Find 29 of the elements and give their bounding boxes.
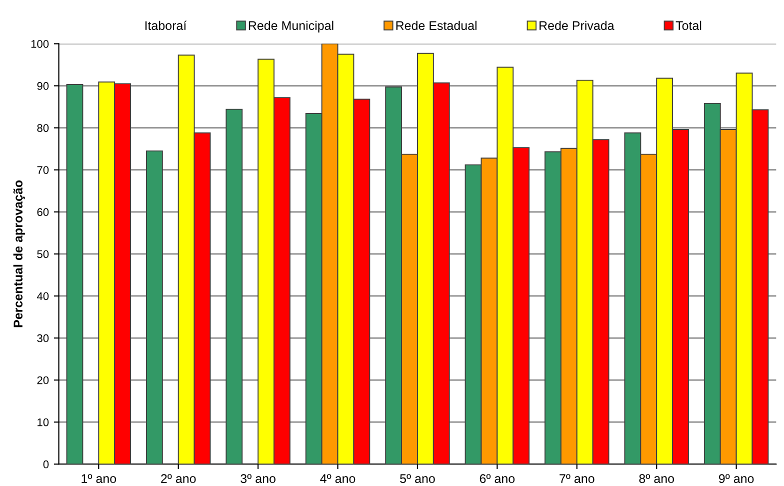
x-tick-label: 9º ano — [718, 474, 754, 484]
bar — [66, 84, 84, 464]
y-tick-label: 70 — [37, 166, 49, 174]
y-tick-label: 30 — [37, 334, 49, 342]
x-tick-label: 1º ano — [82, 474, 116, 484]
y-axis-title: Percentual de aprovação — [13, 180, 25, 328]
x-tick-label: 5º ano — [400, 474, 435, 484]
x-tick-label: 8º ano — [639, 474, 674, 484]
x-tick-label: 3º ano — [240, 474, 276, 484]
y-tick-label: 0 — [43, 460, 49, 468]
y-tick-label: 80 — [37, 124, 49, 132]
y-tick-label: 50 — [37, 250, 49, 258]
y-tick-label: 100 — [31, 40, 49, 48]
bar — [146, 150, 163, 464]
y-tick-label: 90 — [37, 82, 49, 90]
y-tick-label: 10 — [38, 418, 49, 426]
y-tick-label: 20 — [37, 376, 49, 384]
y-tick-label: 40 — [36, 292, 49, 300]
legend-label: Rede Municipal — [248, 20, 334, 32]
legend-title: Itaboraí — [145, 20, 187, 30]
x-tick-label: 4º ano — [320, 474, 356, 484]
bar — [226, 108, 243, 464]
x-tick-label: 6º ano — [480, 474, 515, 484]
legend-label: Rede Estadual — [396, 20, 476, 30]
x-tick-label: 7º ano — [560, 474, 594, 484]
y-tick-label: 60 — [37, 208, 49, 216]
legend-label: Rede Privada — [540, 20, 614, 30]
legend-label: Total — [676, 20, 702, 30]
x-tick-label: 2º ano — [161, 474, 196, 484]
